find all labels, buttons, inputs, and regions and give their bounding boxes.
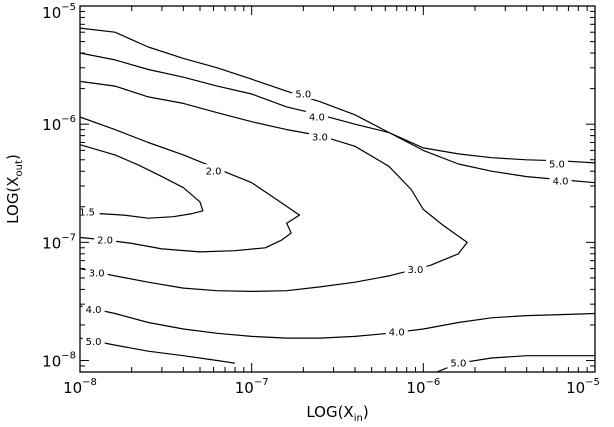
contour-label: 2.0 [97,235,113,246]
contour-line-5-0 [79,27,596,164]
contour-label-bg [385,324,408,337]
contour-label: 5.0 [549,160,565,171]
contour-label: 3.0 [312,132,328,143]
y-tick-label: 10−8 [42,351,76,371]
contour-label-bg [76,205,99,218]
contour-lines [79,27,596,373]
x-tick-label: 10−6 [406,377,440,397]
contour-label-bg [202,164,225,177]
contour-label-bg [447,356,470,369]
contour-label: 3.0 [408,265,424,276]
contour-label-bg [292,87,315,100]
contour-label: 4.0 [389,327,405,338]
contour-label: 5.0 [295,90,311,101]
x-tick-label: 10−5 [566,377,600,397]
x-tick-label: 10−7 [235,377,269,397]
contour-label-bg [404,262,427,275]
contour-label: 3.0 [89,269,105,280]
contour-line-2-0 [79,116,301,253]
contour-label-bg [82,334,105,347]
contour-label: 5.0 [450,359,466,370]
axis-ticks [79,6,595,373]
y-tick-label: 10−7 [42,232,76,252]
x-axis-label: LOG(Xin) [306,403,368,424]
contour-label-bg [82,302,105,315]
contour-label-bg [545,157,568,170]
axis-tick-labels: 10−8 10−7 10−6 10−5 10−8 10−7 10−6 10−5 [42,2,600,397]
contour-line-4-0 [79,305,596,339]
contour-label: 4.0 [86,305,102,316]
plot-frame [79,5,596,373]
x-tick-label: 10−8 [63,377,97,397]
contour-line-4-0 [79,52,596,184]
contour-line-5-0 [79,337,236,364]
contour-label: 1.5 [79,208,95,219]
y-tick-label: 10−6 [42,114,76,134]
contour-line-1-5 [79,144,204,219]
contour-label: 2.0 [206,167,222,178]
contour-label: 4.0 [309,113,325,124]
contour-labels: 5.0 5.0 4.0 4.0 3.0 3.0 3.0 2.0 2.0 1.5 4.0 4.0 5.0 5… [76,87,572,370]
y-tick-label: 10−5 [42,2,76,22]
contour-label-bg [85,266,108,279]
y-axis-label: LOG(Xout) [4,154,25,224]
contour-line-3-0 [79,80,468,292]
contour-label-bg [305,110,328,123]
contour-label: 5.0 [86,337,102,348]
contour-label-bg [549,174,572,187]
contour-label-bg [94,232,117,245]
contour-label-bg [308,129,331,142]
contour-label: 4.0 [553,177,569,188]
